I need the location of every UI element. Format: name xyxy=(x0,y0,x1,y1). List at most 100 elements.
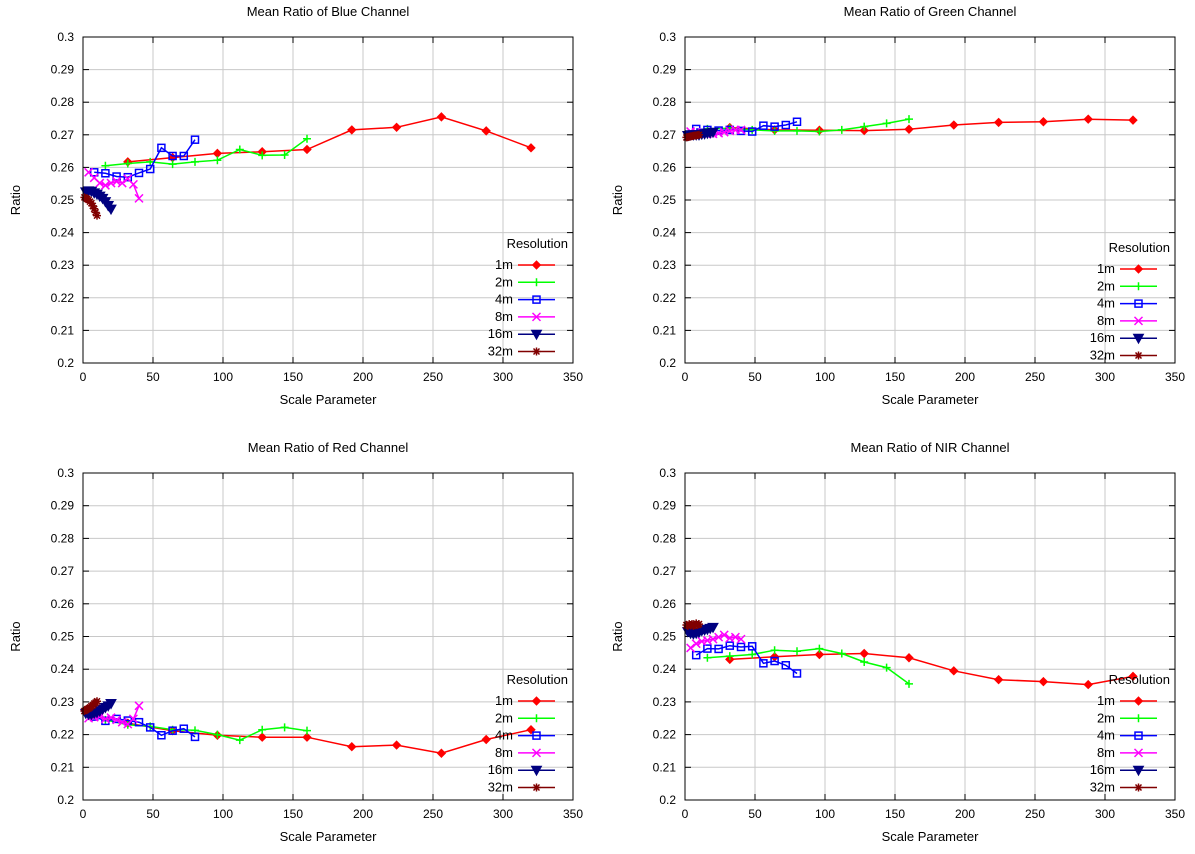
data-point-8m xyxy=(134,193,144,203)
chart-title: Mean Ratio of NIR Channel xyxy=(851,440,1010,455)
y-tick-label: 0.21 xyxy=(653,760,677,774)
legend-label-32m: 32m xyxy=(488,344,513,359)
x-tick-label: 350 xyxy=(563,807,583,821)
y-tick-label: 0.2 xyxy=(659,356,676,370)
data-point-8m xyxy=(112,176,122,186)
y-axis-label: Ratio xyxy=(8,185,23,215)
data-point-2m xyxy=(235,736,244,745)
legend-marker-1m xyxy=(531,696,542,706)
data-point-4m xyxy=(759,121,768,130)
legend-label-8m: 8m xyxy=(1097,745,1115,760)
y-tick-label: 0.3 xyxy=(57,466,74,480)
data-point-4m xyxy=(747,642,757,651)
y-tick-label: 0.25 xyxy=(653,630,677,644)
data-point-2m xyxy=(905,679,913,688)
data-point-1m xyxy=(1038,676,1049,687)
x-tick-label: 50 xyxy=(146,807,160,821)
series-2m xyxy=(101,134,311,170)
x-axis-label: Scale Parameter xyxy=(280,392,377,407)
y-tick-label: 0.23 xyxy=(653,695,677,709)
data-point-1m xyxy=(347,125,357,135)
legend-marker-4m xyxy=(1134,731,1143,740)
data-point-8m xyxy=(730,632,740,642)
series-4m xyxy=(691,641,802,678)
x-tick-label: 300 xyxy=(493,807,513,821)
data-point-1m xyxy=(1128,115,1138,125)
data-point-8m xyxy=(117,178,127,188)
y-tick-label: 0.3 xyxy=(57,30,74,44)
series-line-4m xyxy=(94,139,196,178)
legend-title: Resolution xyxy=(1109,672,1170,687)
legend-label-8m: 8m xyxy=(495,745,513,760)
data-point-8m xyxy=(714,632,724,642)
data-point-4m xyxy=(179,724,189,733)
data-point-2m xyxy=(860,658,869,667)
data-point-1m xyxy=(302,732,312,742)
legend-label-2m: 2m xyxy=(1097,278,1115,293)
y-tick-label: 0.26 xyxy=(51,160,75,174)
y-tick-label: 0.25 xyxy=(51,193,75,207)
series-line-1m xyxy=(127,116,532,163)
legend-label-32m: 32m xyxy=(1090,780,1115,795)
legend-marker-2m xyxy=(532,714,541,723)
x-tick-label: 0 xyxy=(682,807,689,821)
data-point-4m xyxy=(134,168,144,178)
legend-label-16m: 16m xyxy=(1090,762,1115,777)
x-axis-label: Scale Parameter xyxy=(882,829,979,844)
legend-label-8m: 8m xyxy=(1097,313,1115,328)
data-point-1m xyxy=(1128,671,1138,682)
y-tick-label: 0.21 xyxy=(51,760,75,774)
legend-label-1m: 1m xyxy=(1097,261,1115,276)
data-point-2m xyxy=(191,157,199,166)
data-point-1m xyxy=(436,112,447,122)
y-tick-label: 0.2 xyxy=(57,793,74,807)
data-point-2m xyxy=(213,156,222,165)
y-tick-label: 0.28 xyxy=(51,95,75,109)
data-point-1m xyxy=(481,126,491,136)
data-point-2m xyxy=(725,652,734,661)
data-point-2m xyxy=(905,115,913,124)
data-point-1m xyxy=(949,666,959,676)
data-point-4m xyxy=(714,644,723,654)
legend-title: Resolution xyxy=(507,236,568,251)
y-tick-label: 0.29 xyxy=(51,63,75,77)
data-point-2m xyxy=(837,125,846,134)
y-tick-label: 0.3 xyxy=(659,466,676,480)
legend-label-16m: 16m xyxy=(488,326,513,341)
data-point-4m xyxy=(89,168,99,177)
x-tick-label: 0 xyxy=(80,370,87,384)
series-1m xyxy=(725,648,1138,690)
x-tick-label: 300 xyxy=(493,370,513,384)
data-point-32m xyxy=(695,130,703,139)
legend-label-1m: 1m xyxy=(495,693,513,708)
legend-marker-16m xyxy=(530,765,543,777)
data-point-2m xyxy=(703,653,712,662)
data-point-4m xyxy=(157,731,166,740)
data-point-2m xyxy=(815,644,824,653)
data-point-2m xyxy=(837,649,846,658)
y-tick-label: 0.22 xyxy=(653,728,677,742)
data-point-2m xyxy=(123,159,132,168)
x-tick-label: 150 xyxy=(283,370,303,384)
data-point-4m xyxy=(123,172,133,182)
data-point-32m xyxy=(695,620,703,629)
data-point-4m xyxy=(145,164,155,174)
legend-label-4m: 4m xyxy=(495,292,513,307)
x-tick-label: 50 xyxy=(748,370,762,384)
data-point-4m xyxy=(781,120,791,130)
series-line-2m xyxy=(707,647,910,685)
legend-marker-8m xyxy=(531,748,542,758)
legend-marker-4m xyxy=(532,731,541,740)
data-point-8m xyxy=(708,634,718,644)
legend-marker-1m xyxy=(1133,696,1144,706)
data-point-1m xyxy=(904,653,914,663)
x-tick-label: 100 xyxy=(213,370,233,384)
series-line-1m xyxy=(729,652,1134,686)
chart-panel-2: 0 50 100 150 200 250 300 350 0.2 0.21 0.22 0.23 0.24… xyxy=(610,4,1185,407)
data-point-8m xyxy=(106,713,116,723)
x-tick-label: 150 xyxy=(885,370,905,384)
data-point-4m xyxy=(736,642,746,652)
y-tick-label: 0.26 xyxy=(653,597,677,611)
y-tick-label: 0.27 xyxy=(653,564,677,578)
data-point-2m xyxy=(882,119,891,128)
